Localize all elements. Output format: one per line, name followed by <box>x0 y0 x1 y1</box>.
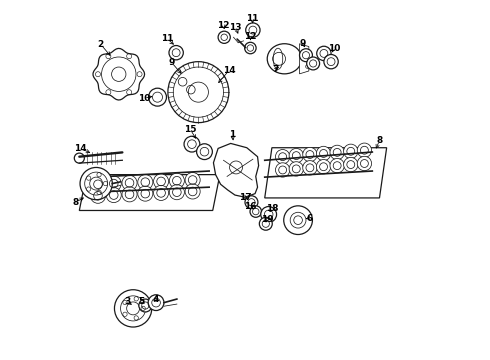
Circle shape <box>153 185 169 201</box>
Text: 14: 14 <box>222 66 235 75</box>
Circle shape <box>259 217 272 230</box>
Circle shape <box>357 143 371 157</box>
Text: 5: 5 <box>139 297 145 306</box>
Polygon shape <box>79 175 220 211</box>
Circle shape <box>284 206 313 234</box>
Text: 13: 13 <box>229 23 242 32</box>
Circle shape <box>168 62 229 123</box>
Circle shape <box>275 149 290 164</box>
Circle shape <box>175 74 190 89</box>
Text: 1: 1 <box>229 130 236 139</box>
Text: 16: 16 <box>244 202 256 211</box>
Circle shape <box>184 136 200 152</box>
Circle shape <box>183 82 198 97</box>
Text: 11: 11 <box>161 34 173 43</box>
Circle shape <box>148 88 167 106</box>
Circle shape <box>139 299 152 312</box>
Circle shape <box>289 162 303 176</box>
Text: 3: 3 <box>124 297 130 306</box>
Text: 9: 9 <box>168 58 174 67</box>
Circle shape <box>261 207 276 222</box>
Circle shape <box>275 163 290 177</box>
Circle shape <box>148 295 164 311</box>
Circle shape <box>91 177 105 192</box>
Circle shape <box>138 186 153 201</box>
Circle shape <box>330 145 344 159</box>
Circle shape <box>245 42 256 54</box>
Circle shape <box>317 159 331 174</box>
Circle shape <box>343 157 358 172</box>
Circle shape <box>245 23 260 37</box>
Circle shape <box>299 49 313 62</box>
Circle shape <box>106 188 122 203</box>
Text: 6: 6 <box>306 213 313 222</box>
Circle shape <box>330 158 344 173</box>
Text: 8: 8 <box>73 198 79 207</box>
Text: 2: 2 <box>98 40 104 49</box>
Text: 10: 10 <box>328 44 340 53</box>
Text: 12: 12 <box>217 21 230 30</box>
Circle shape <box>169 45 183 60</box>
Text: 7: 7 <box>272 65 279 74</box>
Polygon shape <box>265 148 387 198</box>
Circle shape <box>303 161 317 175</box>
Circle shape <box>153 174 169 189</box>
Text: 10: 10 <box>138 94 150 103</box>
Circle shape <box>106 176 122 191</box>
Circle shape <box>122 175 137 190</box>
Circle shape <box>185 184 200 199</box>
Circle shape <box>289 148 303 163</box>
Circle shape <box>80 167 112 200</box>
Circle shape <box>307 57 319 70</box>
Text: 15: 15 <box>184 125 197 134</box>
Text: 11: 11 <box>246 14 258 23</box>
Text: 19: 19 <box>261 215 273 224</box>
Text: 12: 12 <box>244 32 257 41</box>
Circle shape <box>170 173 184 188</box>
Circle shape <box>303 147 317 162</box>
Circle shape <box>138 175 153 190</box>
Text: 9: 9 <box>299 39 306 48</box>
Polygon shape <box>93 48 145 100</box>
Circle shape <box>343 144 358 158</box>
Circle shape <box>245 196 258 209</box>
Text: 14: 14 <box>74 144 87 153</box>
Text: 4: 4 <box>153 294 159 303</box>
Circle shape <box>317 46 331 60</box>
Circle shape <box>218 31 230 43</box>
Circle shape <box>185 172 200 188</box>
Polygon shape <box>214 143 259 197</box>
Circle shape <box>317 146 331 161</box>
Text: 8: 8 <box>376 136 383 145</box>
Circle shape <box>324 54 338 69</box>
Circle shape <box>91 188 105 203</box>
Circle shape <box>122 187 137 202</box>
Text: 18: 18 <box>266 204 278 213</box>
Circle shape <box>115 290 152 327</box>
Circle shape <box>196 144 212 159</box>
Ellipse shape <box>267 44 302 74</box>
Polygon shape <box>299 44 309 74</box>
Text: 17: 17 <box>239 193 251 202</box>
Circle shape <box>357 156 371 171</box>
Circle shape <box>170 185 184 200</box>
Circle shape <box>250 206 262 217</box>
